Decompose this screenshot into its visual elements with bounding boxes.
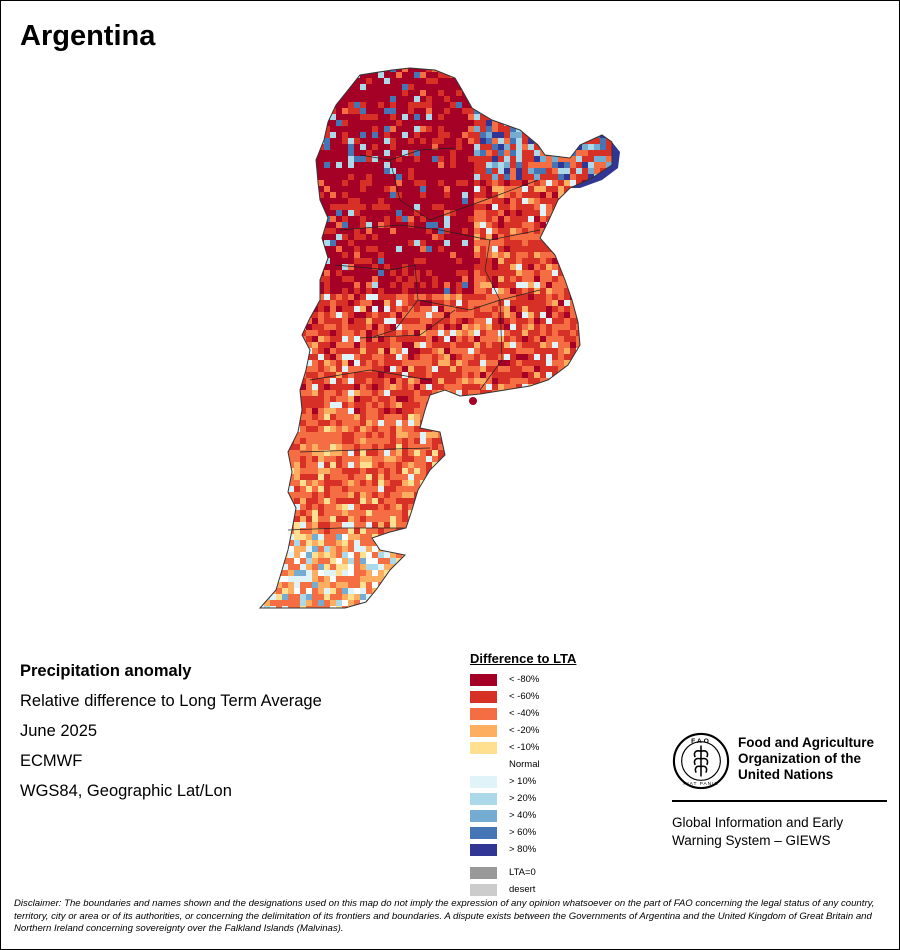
- legend-item-swatch: [470, 844, 497, 856]
- legend-item-swatch: [470, 742, 497, 754]
- legend-item-label: < -40%: [509, 708, 540, 719]
- legend-item-row: < -80%: [470, 672, 576, 689]
- info-subtitle: Relative difference to Long Term Average: [20, 692, 322, 710]
- precipitation-anomaly-map: [259, 67, 620, 609]
- fao-name-line2: Organization of the: [738, 751, 861, 766]
- legend-item-label: > 40%: [509, 810, 537, 821]
- giews-line1: Global Information and Early: [672, 815, 844, 830]
- fao-divider: [672, 800, 887, 802]
- legend-extra-item-swatch: [470, 867, 497, 879]
- fao-branding: FAO FIAT PANIS Food and Agriculture Orga…: [672, 730, 892, 855]
- legend-item-row: < -10%: [470, 740, 576, 757]
- legend-item-swatch: [470, 827, 497, 839]
- legend-item-label: < -80%: [509, 674, 540, 685]
- legend: Difference to LTA < -80% < -60% < -40% < -2…: [470, 651, 576, 899]
- legend-item-swatch: [470, 776, 497, 788]
- fao-name-line1: Food and Agriculture: [738, 735, 874, 750]
- legend-extra-item-swatch: [470, 884, 497, 896]
- info-period: June 2025: [20, 722, 98, 740]
- info-heading: Precipitation anomaly: [20, 662, 192, 680]
- legend-item-label: < -10%: [509, 742, 540, 753]
- legend-item-row: > 20%: [470, 791, 576, 808]
- fao-logo-motto: FIAT PANIS: [683, 781, 718, 787]
- legend-item-label: > 80%: [509, 844, 537, 855]
- misiones-wet-area: [570, 142, 620, 188]
- province-boundaries: [287, 147, 541, 531]
- map-info: Precipitation anomaly Relative differenc…: [20, 656, 322, 806]
- fao-logo-icon: FAO FIAT PANIS: [672, 732, 730, 790]
- legend-item-label: > 20%: [509, 793, 537, 804]
- legend-item-row: Normal: [470, 757, 576, 774]
- legend-item-row: > 40%: [470, 808, 576, 825]
- info-projection: WGS84, Geographic Lat/Lon: [20, 782, 232, 800]
- legend-item-swatch: [470, 793, 497, 805]
- disclaimer: Disclaimer: The boundaries and names sho…: [14, 898, 875, 934]
- map-title: Argentina: [20, 20, 156, 52]
- fao-logo-letters: FAO: [691, 738, 711, 745]
- legend-item-row: > 10%: [470, 774, 576, 791]
- legend-item-row: < -40%: [470, 706, 576, 723]
- legend-extra: LTA=0 desert: [470, 865, 576, 899]
- legend-extra-item-row: desert: [470, 882, 576, 899]
- giews-line2: Warning System – GIEWS: [672, 833, 831, 848]
- legend-item-swatch: [470, 725, 497, 737]
- giews-name: Global Information and Early Warning Sys…: [672, 814, 843, 850]
- legend-item-row: < -20%: [470, 723, 576, 740]
- legend-extra-item-label: desert: [509, 884, 536, 895]
- legend-item-label: > 60%: [509, 827, 537, 838]
- anomaly-raster: [260, 68, 612, 608]
- fao-name-line3: United Nations: [738, 767, 834, 782]
- legend-item-row: > 60%: [470, 825, 576, 842]
- legend-item-row: < -60%: [470, 689, 576, 706]
- legend-item-label: Normal: [509, 759, 540, 770]
- legend-extra-item-label: LTA=0: [509, 867, 536, 878]
- legend-item-swatch: [470, 691, 497, 703]
- legend-extra-item-row: LTA=0: [470, 865, 576, 882]
- legend-title: Difference to LTA: [470, 651, 577, 666]
- info-source: ECMWF: [20, 752, 83, 770]
- legend-item-label: > 10%: [509, 776, 537, 787]
- legend-item-swatch: [470, 674, 497, 686]
- legend-item-swatch: [470, 708, 497, 720]
- legend-item-swatch: [470, 810, 497, 822]
- legend-item-label: < -60%: [509, 691, 540, 702]
- legend-item-row: > 80%: [470, 842, 576, 859]
- fao-name: Food and Agriculture Organization of the…: [738, 735, 874, 783]
- legend-items: < -80% < -60% < -40% < -20% < -10% Normal > 10…: [470, 672, 576, 859]
- buenos-aires-point: [469, 397, 477, 405]
- legend-item-label: < -20%: [509, 725, 540, 736]
